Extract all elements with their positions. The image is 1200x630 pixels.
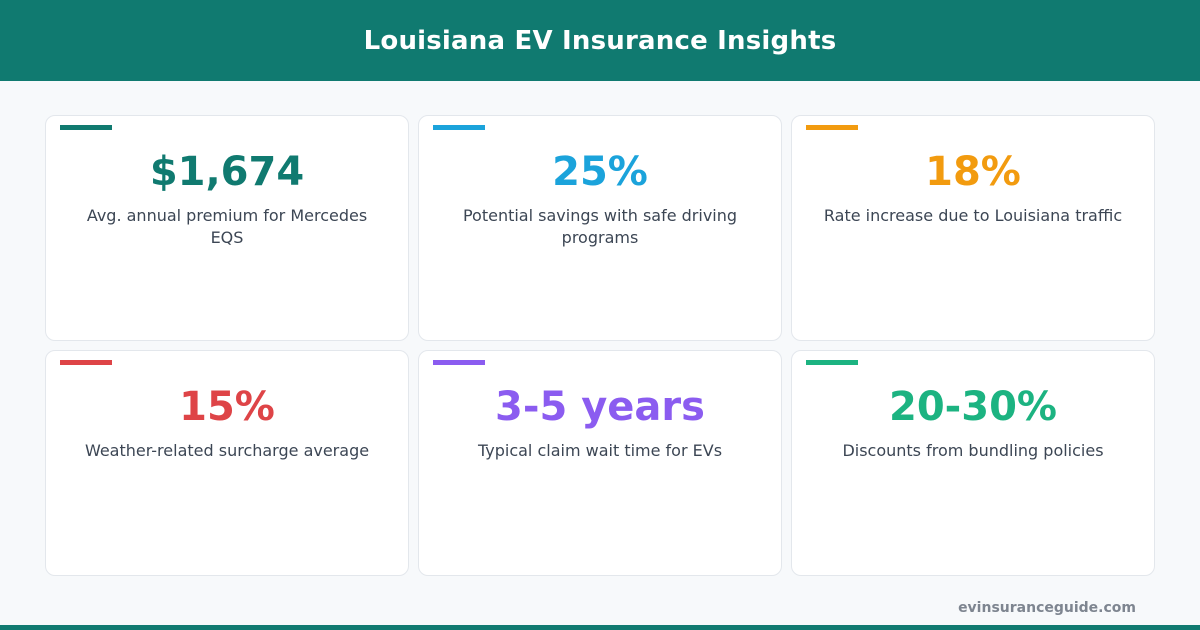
- card-accent-bar: [60, 360, 112, 365]
- stat-card-bundling: 20-30% Discounts from bundling policies: [791, 350, 1155, 576]
- stat-card-traffic: 18% Rate increase due to Louisiana traff…: [791, 115, 1155, 341]
- card-accent-bar: [60, 125, 112, 130]
- stat-card-weather: 15% Weather-related surcharge average: [45, 350, 409, 576]
- stat-label: Avg. annual premium for Mercedes EQS: [86, 206, 368, 247]
- stat-card-premium: $1,674 Avg. annual premium for Mercedes …: [45, 115, 409, 341]
- card-accent-bar: [433, 125, 485, 130]
- stat-card-savings: 25% Potential savings with safe driving …: [418, 115, 782, 341]
- card-accent-bar: [806, 360, 858, 365]
- stat-card-claim-wait: 3-5 years Typical claim wait time for EV…: [418, 350, 782, 576]
- stat-label: Typical claim wait time for EVs: [477, 441, 723, 460]
- stat-value: 25%: [552, 149, 648, 195]
- stat-label: Rate increase due to Louisiana traffic: [823, 206, 1123, 225]
- stat-label: Weather-related surcharge average: [84, 441, 370, 460]
- stat-value: 18%: [925, 149, 1021, 195]
- stat-label: Discounts from bundling policies: [842, 441, 1104, 460]
- footer-bar: [0, 625, 1200, 630]
- footer-site-link[interactable]: evinsuranceguide.com: [958, 600, 1136, 616]
- stat-value: 3-5 years: [495, 384, 705, 430]
- stat-value: 15%: [179, 384, 275, 430]
- card-accent-bar: [433, 360, 485, 365]
- stats-grid: $1,674 Avg. annual premium for Mercedes …: [45, 115, 1155, 576]
- stat-value: $1,674: [149, 149, 305, 195]
- card-accent-bar: [806, 125, 858, 130]
- stat-value: 20-30%: [888, 384, 1057, 430]
- header-banner: Louisiana EV Insurance Insights: [0, 0, 1200, 81]
- stat-label: Potential savings with safe driving prog…: [462, 206, 738, 247]
- page-title: Louisiana EV Insurance Insights: [363, 25, 837, 56]
